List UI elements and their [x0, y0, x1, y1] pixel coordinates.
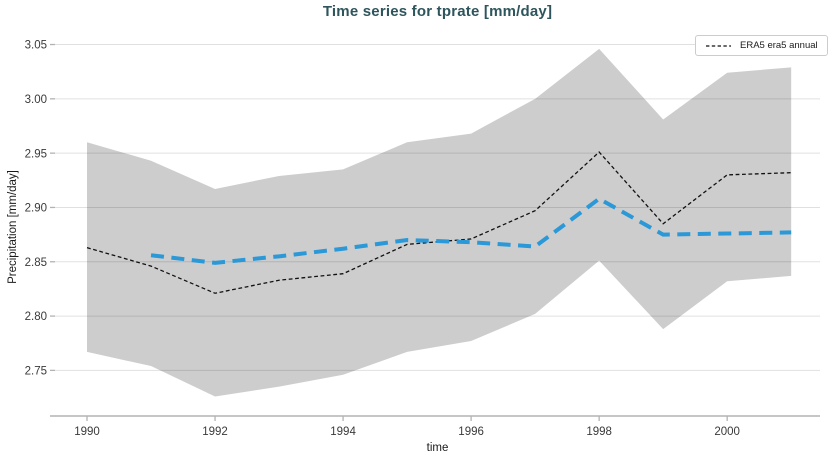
y-tick-label: 2.90 — [25, 203, 47, 215]
x-tick-label: 2000 — [714, 426, 740, 438]
legend-entry-label: ERA5 era5 annual — [740, 40, 818, 51]
chart-title: Time series for tprate [mm/day] — [322, 3, 553, 20]
x-tick-label: 1990 — [74, 426, 100, 438]
y-tick-label: 2.75 — [25, 366, 47, 378]
x-tick-label: 1996 — [458, 426, 484, 438]
axis-layer — [50, 43, 820, 421]
tick-label-layer: 1990 1992 1994 1996 1998 2000 3.05 3.00 2.95 2.90… — [25, 40, 740, 438]
legend-dashed-line-icon — [706, 44, 731, 47]
x-tick-label: 1994 — [330, 426, 356, 438]
band-layer — [87, 48, 792, 397]
y-tick-label: 2.80 — [25, 311, 47, 323]
series-layer — [86, 151, 792, 294]
legend: ERA5 era5 annual — [695, 35, 828, 56]
y-tick-label: 2.95 — [25, 148, 47, 160]
y-tick-label: 3.05 — [25, 40, 47, 52]
y-tick-label: 3.00 — [25, 94, 47, 106]
x-tick-label: 1992 — [202, 426, 228, 438]
minmax-band — [87, 48, 792, 397]
grid-layer — [55, 44, 820, 371]
x-axis-label: time — [426, 442, 449, 454]
y-axis-label: Precipitation [mm/day] — [7, 170, 19, 284]
y-tick-label: 2.85 — [25, 257, 47, 269]
x-tick-label: 1998 — [586, 426, 612, 438]
series-line — [150, 196, 792, 265]
